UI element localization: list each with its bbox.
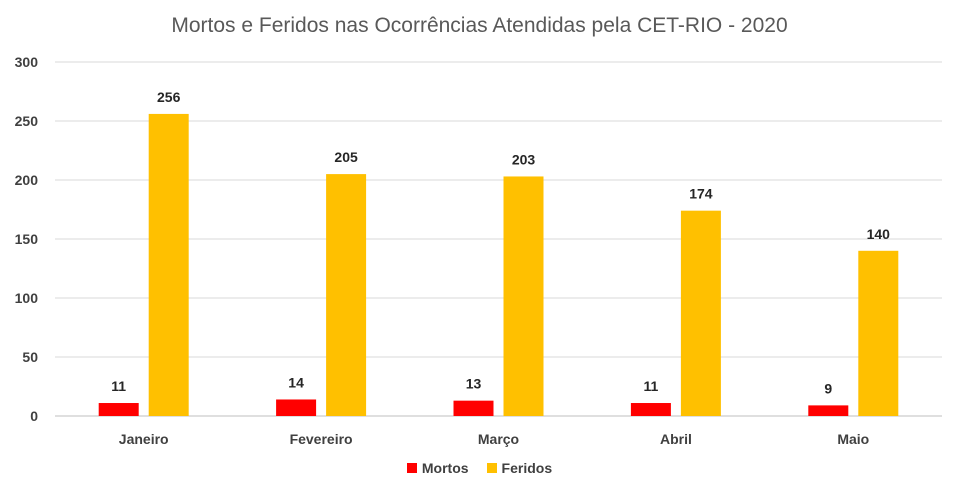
bar-mortos — [808, 405, 849, 416]
data-label: 205 — [334, 149, 358, 165]
x-tick-label: Janeiro — [119, 431, 169, 447]
x-tick-label: Fevereiro — [290, 431, 353, 447]
y-tick-label: 50 — [22, 349, 38, 365]
chart-title: Mortos e Feridos nas Ocorrências Atendid… — [171, 14, 788, 37]
data-label: 140 — [867, 226, 891, 242]
data-label: 9 — [824, 380, 832, 396]
data-label: 11 — [643, 378, 658, 394]
data-label: 203 — [512, 151, 536, 167]
legend-item-feridos: Feridos — [486, 460, 553, 476]
x-tick-label: Abril — [660, 431, 692, 447]
legend-swatch-mortos — [406, 463, 417, 473]
x-tick-label: Março — [478, 431, 519, 447]
bar-mortos — [98, 403, 139, 416]
bar-feridos — [148, 113, 189, 417]
bar-feridos — [858, 250, 899, 416]
data-label: 256 — [157, 89, 181, 105]
y-tick-label: 0 — [30, 408, 38, 424]
data-label: 174 — [689, 186, 713, 202]
legend-swatch-feridos — [486, 463, 497, 473]
legend-item-mortos: Mortos — [406, 460, 469, 476]
y-tick-label: 100 — [15, 290, 39, 306]
bar-feridos — [326, 174, 367, 416]
y-tick-label: 300 — [15, 54, 39, 70]
bar-mortos — [630, 403, 671, 416]
y-tick-label: 200 — [15, 172, 39, 188]
bar-mortos — [276, 399, 317, 416]
legend-label-feridos: Feridos — [501, 460, 553, 476]
bar-feridos — [503, 176, 544, 416]
bar-mortos — [453, 400, 494, 416]
y-tick-label: 150 — [15, 231, 39, 247]
bar-feridos — [680, 210, 721, 416]
legend: Mortos Feridos — [0, 460, 959, 476]
legend-label-mortos: Mortos — [421, 460, 469, 476]
data-label: 13 — [466, 376, 482, 392]
x-tick-label: Maio — [837, 431, 869, 447]
data-label: 11 — [111, 378, 126, 394]
data-label: 14 — [288, 374, 304, 390]
y-tick-label: 250 — [15, 113, 39, 129]
